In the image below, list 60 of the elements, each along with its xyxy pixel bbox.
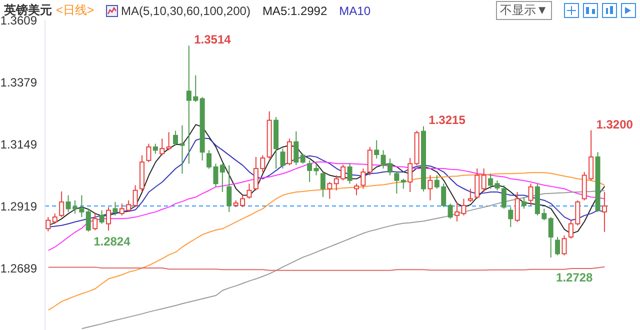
candlestick <box>448 203 453 220</box>
candlestick <box>152 143 158 154</box>
candlestick <box>226 164 232 212</box>
candlestick <box>528 183 534 206</box>
candlestick <box>246 183 252 200</box>
candlestick <box>367 146 372 176</box>
candlestick <box>99 210 104 224</box>
candlestick <box>327 182 332 200</box>
candlestick <box>602 191 607 232</box>
candlestick <box>160 138 165 156</box>
candlestick <box>347 163 352 184</box>
candlestick <box>394 172 400 194</box>
text: MA(5,10,30,60,100,200) <box>120 4 250 18</box>
candlestick <box>354 183 359 196</box>
candlestick <box>112 201 118 216</box>
candlestick <box>146 143 152 163</box>
candlestick <box>106 206 111 232</box>
y-tick-label: 1.2919 <box>0 199 38 214</box>
annotation: 1.3200 <box>596 117 634 132</box>
candlestick <box>92 213 98 231</box>
candlestick <box>46 216 51 232</box>
text: 不显示▼ <box>496 1 552 20</box>
candlestick <box>508 206 514 228</box>
candlestick <box>166 132 172 151</box>
candlestick <box>548 216 554 258</box>
y-tick-label: 1.3149 <box>0 137 38 152</box>
annotation: 1.3215 <box>428 113 466 128</box>
candlestick <box>300 153 306 164</box>
candlestick <box>294 130 299 166</box>
candlestick <box>86 208 91 232</box>
candlestick <box>286 138 292 166</box>
candlestick <box>514 191 520 222</box>
candlestick <box>52 213 58 224</box>
chart-subtitle: <日线> <box>56 2 94 19</box>
candlestick <box>501 184 506 210</box>
candlestick <box>468 188 473 202</box>
candlestick <box>220 163 225 192</box>
candlestick <box>280 148 286 170</box>
candlestick <box>307 160 312 183</box>
annotation: 1.2824 <box>94 234 131 249</box>
candlestick <box>428 174 433 201</box>
candlestick <box>374 140 380 160</box>
annotation: 1.2728 <box>556 270 594 284</box>
candlestick <box>360 168 366 190</box>
text: MA10 <box>339 4 371 18</box>
candlestick <box>562 234 567 256</box>
candlestick <box>555 236 560 256</box>
candlestick <box>59 190 64 218</box>
candlestick <box>474 168 480 200</box>
y-tick-label: 1.3379 <box>0 75 38 90</box>
candlestick <box>400 178 406 190</box>
candlestick <box>481 168 486 192</box>
candlestick <box>522 196 527 210</box>
candlestick <box>314 163 319 176</box>
annotation: 1.3514 <box>194 32 232 47</box>
y-tick-label: 1.2689 <box>0 261 38 276</box>
text: MA5:1.2992 <box>262 4 328 18</box>
candlestick <box>132 184 138 208</box>
candlestick <box>408 158 413 192</box>
candlestick <box>320 172 326 198</box>
